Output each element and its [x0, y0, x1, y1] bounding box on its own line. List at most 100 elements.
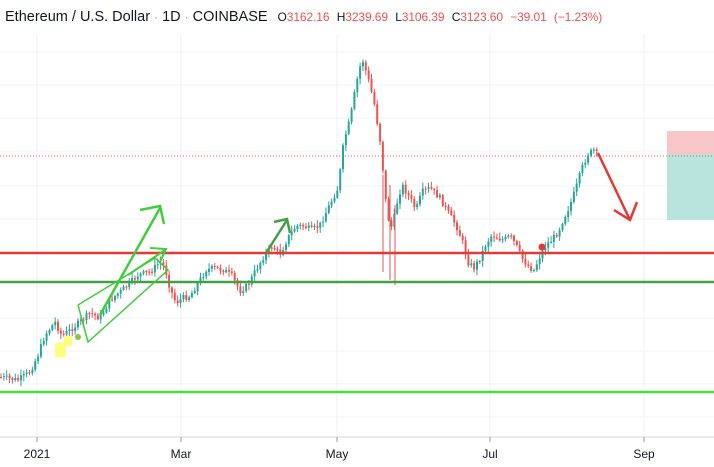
- candle-body: [424, 188, 427, 190]
- candle-body: [71, 329, 74, 331]
- candle-body: [510, 235, 513, 237]
- candle-body: [433, 188, 436, 190]
- candle-body: [453, 214, 456, 223]
- candle-body: [25, 372, 28, 374]
- candle-body: [487, 241, 490, 247]
- reward-zone: [667, 154, 714, 220]
- candle-body: [379, 123, 382, 142]
- candle-body: [210, 266, 213, 269]
- candle-body: [171, 287, 173, 293]
- candle-body: [427, 187, 430, 189]
- candle-body: [473, 263, 476, 270]
- candle-body: [17, 378, 20, 381]
- interval-label[interactable]: 1D: [162, 9, 181, 25]
- candle-body: [59, 330, 62, 334]
- candle-body: [233, 273, 236, 281]
- candle-body: [202, 276, 205, 278]
- candle-body: [584, 162, 587, 165]
- candle-body: [188, 297, 191, 300]
- open-value: 3162.16: [286, 10, 330, 24]
- candle-body: [404, 184, 407, 194]
- candle-body: [299, 224, 302, 226]
- candle-body: [196, 282, 199, 291]
- candle-body: [219, 267, 222, 271]
- candle-body: [62, 333, 65, 335]
- candle-body: [481, 250, 484, 261]
- candle-body: [259, 262, 262, 270]
- candle-body: [68, 329, 71, 331]
- candle-body: [444, 205, 447, 207]
- candle-body: [14, 378, 17, 381]
- candle-body: [416, 204, 419, 207]
- highlight-box: [55, 343, 66, 357]
- candle-body: [530, 266, 533, 271]
- candle-body: [504, 236, 507, 240]
- candle-body: [208, 268, 210, 272]
- candle-body: [0, 377, 2, 378]
- candle-body: [122, 286, 125, 290]
- candle-body: [421, 188, 424, 196]
- candle-body: [581, 164, 584, 174]
- candle-body: [82, 319, 85, 321]
- candle-body: [390, 220, 393, 227]
- candle-body: [22, 373, 25, 376]
- candle-body: [51, 325, 54, 331]
- candle-body: [216, 266, 219, 268]
- header-separator: ·: [184, 10, 189, 24]
- candle-body: [413, 198, 416, 207]
- candle-body: [324, 213, 327, 222]
- candle-body: [139, 273, 142, 277]
- candle-body: [77, 320, 79, 328]
- candle-body: [57, 321, 59, 331]
- candle-body: [225, 270, 228, 273]
- candle-body: [447, 206, 450, 211]
- candle-body: [31, 369, 34, 374]
- candle-body: [102, 312, 105, 315]
- close-value: 3123.60: [460, 10, 503, 24]
- up-arrow-head: [139, 204, 166, 225]
- candle-body: [561, 224, 564, 230]
- candle-body: [245, 283, 248, 292]
- candle-body: [356, 78, 359, 93]
- signal-marker: [538, 243, 546, 251]
- candle-body: [273, 247, 276, 250]
- candle-body: [344, 134, 347, 146]
- candle-body: [592, 149, 595, 151]
- candle-body: [148, 271, 151, 273]
- up-arrow-shaft: [98, 207, 162, 316]
- candle-body: [133, 278, 136, 280]
- high-value: 3239.69: [345, 10, 388, 24]
- candle-body: [507, 235, 510, 237]
- candle-body: [515, 241, 518, 245]
- candle-body: [476, 261, 478, 270]
- candle-body: [393, 213, 396, 227]
- candle-body: [513, 235, 515, 241]
- ohlc-readout: O3162.16 H3239.69 L3106.39 C3123.60 −39.…: [278, 10, 607, 24]
- change-percent: (−1.23%): [553, 10, 603, 24]
- x-tick-label: Sep: [633, 447, 655, 461]
- candle-body: [205, 271, 208, 277]
- candle-body: [570, 202, 572, 212]
- x-tick-label: 2021: [24, 447, 51, 461]
- x-tick-label: May: [326, 447, 349, 461]
- candle-body: [242, 291, 245, 293]
- candle-body: [538, 258, 541, 265]
- low-key: L: [395, 10, 402, 24]
- candle-body: [399, 194, 401, 204]
- candle-body: [173, 292, 176, 301]
- candle-body: [145, 271, 148, 273]
- candle-body: [287, 235, 290, 245]
- candle-body: [327, 205, 330, 213]
- candle-body: [558, 230, 561, 237]
- candle-body: [37, 356, 40, 362]
- candle-body: [185, 295, 188, 300]
- symbol-name[interactable]: Ethereum / U.S. Dollar: [5, 9, 151, 25]
- candle-body: [396, 203, 399, 214]
- candle-body: [222, 270, 225, 273]
- high-key: H: [336, 10, 346, 24]
- candle-body: [270, 247, 273, 249]
- candle-body: [347, 121, 350, 135]
- x-tick-label: Mar: [171, 447, 192, 461]
- candle-body: [387, 199, 390, 221]
